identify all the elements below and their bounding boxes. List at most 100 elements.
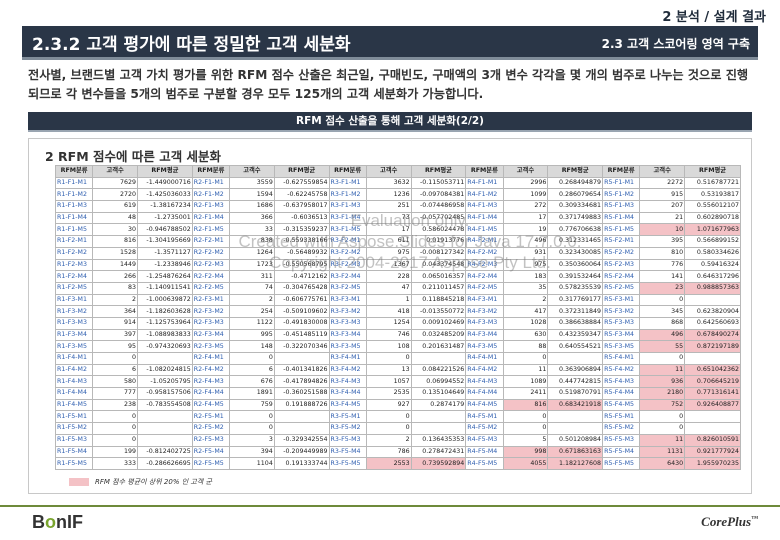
segment-code-cell: R2-F1-M4 bbox=[191, 211, 230, 225]
rfm-average-cell: 0.671863163 bbox=[547, 445, 604, 459]
customer-count-cell: 6430 bbox=[639, 457, 686, 470]
rfm-average-cell: -0.304765428 bbox=[273, 281, 330, 295]
segment-code-cell: R3-F3-M1 bbox=[328, 293, 367, 307]
customer-count-cell: 776 bbox=[639, 258, 686, 272]
segment-code-cell: R2-F4-M4 bbox=[191, 387, 230, 400]
customer-count-cell: 207 bbox=[639, 200, 686, 213]
customer-count-cell: 0 bbox=[92, 410, 139, 424]
segment-code-cell: R1-F3-M5 bbox=[54, 340, 94, 353]
rfm-average-cell: 0.191333744 bbox=[273, 457, 330, 470]
rfm-average-cell: -0.315359237 bbox=[273, 223, 330, 237]
customer-count-cell: 2 bbox=[365, 433, 412, 447]
logo-part: nIF bbox=[56, 512, 83, 532]
page-title: 2.3.2 고객 평가에 따른 정밀한 고객 세분화 bbox=[32, 35, 351, 55]
rfm-average-cell: 0.59416324 bbox=[684, 258, 741, 272]
segment-code-cell: R4-F1-M5 bbox=[465, 223, 504, 237]
rfm-average-cell: -0.008127342 bbox=[410, 246, 467, 260]
customer-count-cell: 630 bbox=[502, 328, 549, 342]
segment-code-cell: R2-F5-M3 bbox=[191, 433, 230, 447]
segment-code-cell: R1-F1-M2 bbox=[54, 188, 94, 202]
segment-code-cell: R5-F3-M5 bbox=[602, 340, 641, 353]
segment-code-cell: R4-F3-M1 bbox=[465, 293, 504, 307]
customer-count-cell: 266 bbox=[92, 270, 139, 283]
customer-count-cell: 48 bbox=[92, 211, 139, 225]
customer-count-cell: 272 bbox=[502, 200, 549, 213]
segment-code-cell: R3-F5-M5 bbox=[328, 457, 367, 470]
customer-count-cell: 148 bbox=[228, 340, 275, 353]
customer-count-cell: 55 bbox=[639, 340, 686, 353]
customer-count-cell: 816 bbox=[92, 235, 139, 248]
rfm-average-cell: 0.556012107 bbox=[684, 200, 741, 213]
table-row: R1-F2-M3 1449 -1.2338946 R2-F2-M3 1723 -0.550… bbox=[54, 258, 741, 272]
table-row: R1-F5-M2 0 R2-F5-M2 0 R3-F5-M2 0 R4-F5-M2 0 R5-F… bbox=[54, 422, 741, 435]
customer-count-cell: 0 bbox=[365, 352, 412, 365]
rfm-average-cell bbox=[273, 352, 330, 365]
segment-code-cell: R2-F3-M4 bbox=[191, 328, 230, 342]
segment-code-cell: R3-F1-M2 bbox=[328, 188, 367, 202]
customer-count-cell: 619 bbox=[92, 200, 139, 213]
legend: RFM 점수 평균이 상위 20% 인 고객 군 bbox=[69, 477, 212, 487]
rfm-average-cell: -1.38167234 bbox=[137, 200, 193, 213]
customer-count-cell: 4055 bbox=[502, 457, 549, 470]
table-row: R1-F2-M1 816 -1.304195669 R2-F2-M1 838 -0.559… bbox=[54, 235, 741, 248]
rfm-average-cell: 0.032485209 bbox=[410, 328, 467, 342]
rfm-average-cell: -1.254876264 bbox=[137, 270, 193, 283]
table-row: R1-F4-M4 777 -0.958157506 R2-F4-M4 1891 -0.36… bbox=[54, 387, 741, 400]
table-row: R1-F1-M3 619 -1.38167234 R2-F1-M3 1686 -0.637… bbox=[54, 200, 741, 213]
segment-code-cell: R2-F1-M1 bbox=[191, 176, 230, 190]
segment-code-cell: R3-F4-M2 bbox=[328, 363, 367, 377]
segment-code-cell: R3-F5-M1 bbox=[328, 410, 367, 424]
customer-count-cell: 0 bbox=[92, 422, 139, 435]
customer-count-cell: 35 bbox=[502, 281, 549, 295]
customer-count-cell: 496 bbox=[502, 235, 549, 248]
rfm-average-cell bbox=[547, 410, 604, 424]
rfm-average-cell: 0.921777924 bbox=[684, 445, 741, 459]
segment-code-cell: R4-F4-M2 bbox=[465, 363, 504, 377]
segment-code-cell: R5-F4-M2 bbox=[602, 363, 641, 377]
customer-count-cell: 777 bbox=[92, 387, 139, 400]
rfm-average-cell: -1.088983833 bbox=[137, 328, 193, 342]
rfm-average-cell bbox=[137, 410, 193, 424]
customer-count-cell: 418 bbox=[365, 305, 412, 318]
customer-count-cell: 6 bbox=[228, 363, 275, 377]
table-header-row: RFM분류 고객수 RFM평균 RFM분류 고객수 RFM평균 RFM분류 고객수 RFM평균 R… bbox=[54, 165, 741, 178]
customer-count-cell: 30 bbox=[92, 223, 139, 237]
segment-code-cell: R4-F5-M1 bbox=[465, 410, 504, 424]
customer-count-cell: 1264 bbox=[228, 246, 275, 260]
rfm-average-cell: 0.312331465 bbox=[547, 235, 604, 248]
segment-code-cell: R1-F3-M4 bbox=[54, 328, 94, 342]
rfm-average-cell: 0.386638884 bbox=[547, 316, 604, 330]
customer-count-cell: 1891 bbox=[228, 387, 275, 400]
rfm-average-cell: 0.586024478 bbox=[410, 223, 467, 237]
segment-code-cell: R2-F2-M1 bbox=[191, 235, 230, 248]
rfm-average-cell: 0.372311849 bbox=[547, 305, 604, 318]
segment-code-cell: R4-F4-M1 bbox=[465, 352, 504, 365]
rfm-average-cell: 0.516787721 bbox=[684, 176, 741, 190]
segment-code-cell: R5-F5-M2 bbox=[602, 422, 641, 435]
rfm-average-cell: 0.06994552 bbox=[410, 375, 467, 389]
customer-count-cell: 141 bbox=[639, 270, 686, 283]
customer-count-cell: 0 bbox=[228, 352, 275, 365]
customer-count-cell: 676 bbox=[228, 375, 275, 389]
customer-count-cell: 2 bbox=[228, 293, 275, 307]
segment-code-cell: R5-F4-M5 bbox=[602, 398, 641, 412]
rfm-average-cell: -0.6036513 bbox=[273, 211, 330, 225]
rfm-average-cell: -1.425036033 bbox=[137, 188, 193, 202]
customer-count-cell: 915 bbox=[639, 188, 686, 202]
customer-count-cell: 228 bbox=[365, 270, 412, 283]
customer-count-cell: 74 bbox=[228, 281, 275, 295]
rfm-average-cell: 0.323430085 bbox=[547, 246, 604, 260]
table-row: R1-F3-M3 914 -1.125753964 R2-F3-M3 1122 -0.49… bbox=[54, 316, 741, 330]
rfm-average-cell: -0.057702485 bbox=[410, 211, 467, 225]
rfm-average-cell: 0.646317296 bbox=[684, 270, 741, 283]
table-row: R1-F1-M4 48 -1.2735001 R2-F1-M4 366 -0.603651… bbox=[54, 211, 741, 225]
customer-count-cell: 0 bbox=[365, 410, 412, 424]
bonif-logo: BonIF bbox=[32, 512, 83, 533]
customer-count-cell: 0 bbox=[639, 410, 686, 424]
customer-count-cell: 0 bbox=[639, 293, 686, 307]
customer-count-cell: 580 bbox=[92, 375, 139, 389]
customer-count-cell: 73 bbox=[365, 211, 412, 225]
table-row: R1-F1-M2 2720 -1.425036033 R2-F1-M2 1594 -0.6… bbox=[54, 188, 741, 202]
rfm-average-cell: -0.401341826 bbox=[273, 363, 330, 377]
segment-code-cell: R1-F3-M2 bbox=[54, 305, 94, 318]
